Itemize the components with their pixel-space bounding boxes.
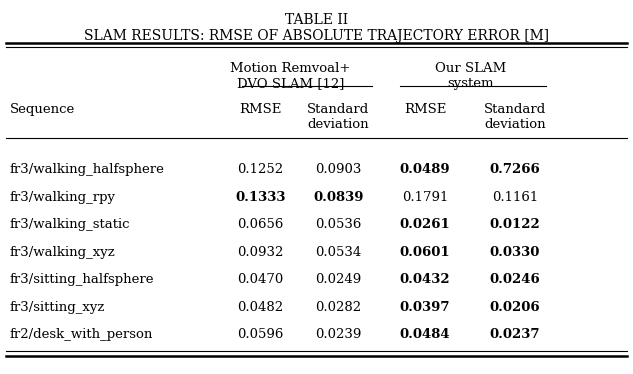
Text: fr3/walking_halfsphere: fr3/walking_halfsphere <box>9 163 165 176</box>
Text: 0.0932: 0.0932 <box>237 246 284 259</box>
Text: 0.0237: 0.0237 <box>490 328 540 341</box>
Text: 0.0536: 0.0536 <box>315 218 361 231</box>
Text: 0.0249: 0.0249 <box>315 273 361 286</box>
Text: fr3/walking_rpy: fr3/walking_rpy <box>9 191 115 204</box>
Text: 0.1791: 0.1791 <box>402 191 448 204</box>
Text: SLAM RESULTS: RMSE OF ABSOLUTE TRAJECTORY ERROR [M]: SLAM RESULTS: RMSE OF ABSOLUTE TRAJECTOR… <box>84 30 549 43</box>
Text: 0.0596: 0.0596 <box>237 328 284 341</box>
Text: Standard
deviation: Standard deviation <box>307 103 369 131</box>
Text: Sequence: Sequence <box>9 103 75 116</box>
Text: 0.0482: 0.0482 <box>237 301 284 314</box>
Text: 0.0246: 0.0246 <box>490 273 541 286</box>
Text: 0.0484: 0.0484 <box>400 328 450 341</box>
Text: 0.0397: 0.0397 <box>400 301 450 314</box>
Text: 0.1252: 0.1252 <box>237 163 284 176</box>
Text: 0.0470: 0.0470 <box>237 273 284 286</box>
Text: 0.0261: 0.0261 <box>399 218 451 231</box>
Text: fr3/walking_static: fr3/walking_static <box>9 218 130 231</box>
Text: RMSE: RMSE <box>404 103 446 116</box>
Text: 0.0656: 0.0656 <box>237 218 284 231</box>
Text: Motion Remvoal+
DVO SLAM [12]: Motion Remvoal+ DVO SLAM [12] <box>230 62 351 91</box>
Text: 0.0122: 0.0122 <box>490 218 541 231</box>
Text: 0.0839: 0.0839 <box>313 191 363 204</box>
Text: RMSE: RMSE <box>239 103 282 116</box>
Text: TABLE II: TABLE II <box>285 13 348 27</box>
Text: Our SLAM
system: Our SLAM system <box>435 62 506 91</box>
Text: 0.0903: 0.0903 <box>315 163 361 176</box>
Text: fr3/sitting_xyz: fr3/sitting_xyz <box>9 301 105 314</box>
Text: 0.1161: 0.1161 <box>492 191 538 204</box>
Text: 0.0330: 0.0330 <box>490 246 540 259</box>
Text: fr2/desk_with_person: fr2/desk_with_person <box>9 328 153 341</box>
Text: fr3/walking_xyz: fr3/walking_xyz <box>9 246 115 259</box>
Text: 0.7266: 0.7266 <box>490 163 541 176</box>
Text: 0.0489: 0.0489 <box>400 163 450 176</box>
Text: 0.0282: 0.0282 <box>315 301 361 314</box>
Text: Standard
deviation: Standard deviation <box>484 103 546 131</box>
Text: fr3/sitting_halfsphere: fr3/sitting_halfsphere <box>9 273 154 286</box>
Text: 0.0432: 0.0432 <box>400 273 450 286</box>
Text: 0.0239: 0.0239 <box>315 328 361 341</box>
Text: 0.0206: 0.0206 <box>490 301 541 314</box>
Text: 0.0534: 0.0534 <box>315 246 361 259</box>
Text: 0.0601: 0.0601 <box>400 246 450 259</box>
Text: 0.1333: 0.1333 <box>235 191 286 204</box>
